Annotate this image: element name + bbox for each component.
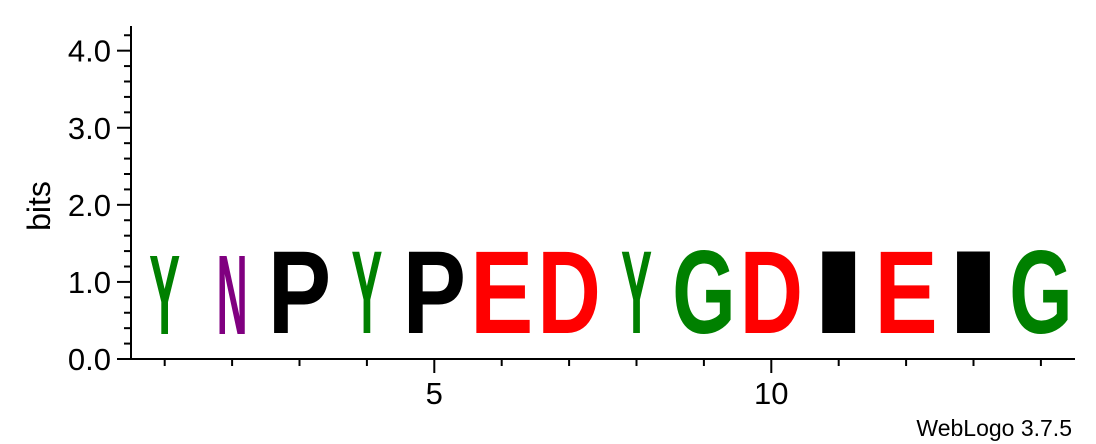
y-axis-title: bits [21, 181, 57, 231]
logo-letter-e: E [470, 226, 533, 358]
x-tick-label: 5 [426, 376, 443, 411]
logo-letter-e: E [874, 226, 937, 358]
logo-letter-g: G [1009, 226, 1072, 359]
logo-letter-d: D [740, 227, 803, 359]
y-tick-label: 4.0 [68, 34, 111, 69]
logo-letter-d: D [537, 227, 600, 359]
y-axis: 0.0 1.0 2.0 3.0 4.0 [68, 26, 132, 377]
y-tick-label: 3.0 [68, 111, 111, 146]
weblogo-credit: WebLogo 3.7.5 [916, 415, 1072, 441]
logo-letter-n: N [217, 232, 248, 359]
x-tick-label: 10 [754, 376, 788, 411]
logo-letter-i: I [807, 226, 870, 358]
logo-letter-g: G [672, 226, 735, 359]
y-tick-label: 0.0 [68, 342, 111, 377]
logo-letter-y: Y [621, 228, 652, 360]
logo-letter-y: Y [351, 228, 382, 360]
logo-letter-y: Y [149, 232, 180, 359]
logo-letter-p: P [403, 226, 466, 358]
x-axis: 5 10 [131, 358, 1075, 411]
logo-letter-i: I [942, 226, 1005, 358]
y-tick-label: 1.0 [68, 265, 111, 300]
y-tick-label: 2.0 [68, 188, 111, 223]
logo-letter-p: P [268, 226, 331, 358]
